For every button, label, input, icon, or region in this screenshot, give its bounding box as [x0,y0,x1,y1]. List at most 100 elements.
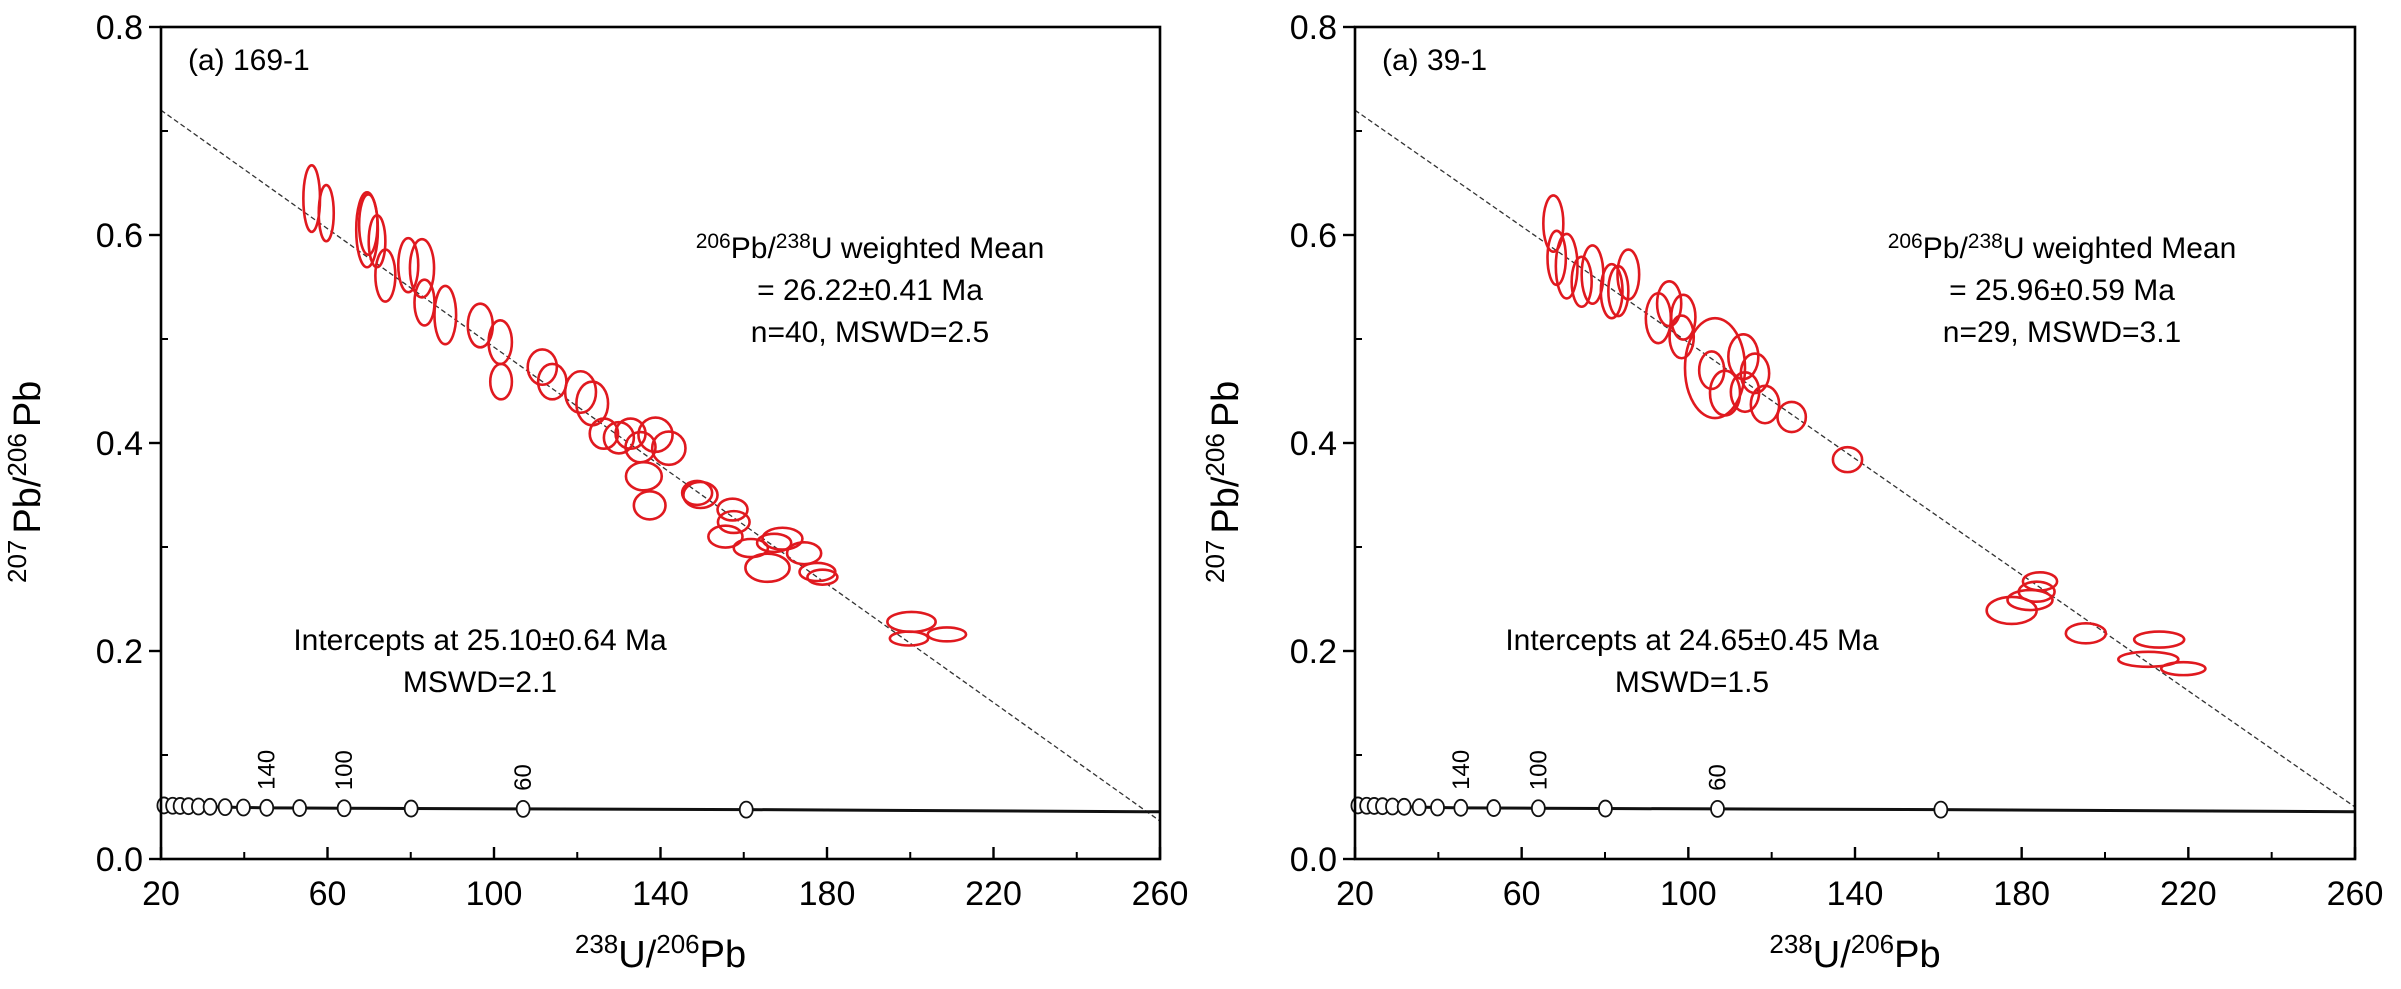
x-tick-label: 60 [1503,875,1541,913]
data-ellipse [1749,384,1781,425]
x-axis-title-base2: Pb [1894,934,1940,976]
concordia-age-label: 60 [510,764,537,791]
y-axis-title: 207 Pb/206 Pb [2,381,49,583]
discordia-line [1354,109,2356,808]
x-tick-label: 180 [1993,875,2050,913]
concordia-age-marker [292,799,308,817]
weighted-mean-annotation: 206Pb/238U weighted Mean = 26.22±0.41 Ma… [696,230,1045,349]
x-tick-label: 140 [1827,875,1884,913]
data-ellipse [716,509,751,535]
x-tick-label: 220 [2160,875,2217,913]
x-tick-label: 260 [1132,875,1189,913]
data-ellipse [1570,255,1593,309]
data-ellipse [650,430,687,467]
weighted-mean-age: = 26.22±0.41 Ma [757,274,983,307]
data-ellipse [637,416,674,454]
concordia-age-marker [236,798,251,817]
data-ellipse [563,369,598,415]
plot-area: 140 100 60 20 60 100 140 180 220 260 0.0 0.2 0.4 0.6 0… [96,9,1189,913]
y-axis-title-sup2: 206 [2,433,32,476]
data-ellipse [1729,370,1761,414]
concordia-age-marker [217,798,233,817]
data-ellipse [2017,580,2056,604]
data-ellipse [707,524,744,549]
x-tick-label: 220 [965,875,1022,913]
intercept-mswd: MSWD=1.5 [1615,666,1769,699]
intercept-age: Intercepts at 24.65±0.45 Ma [1505,624,1879,657]
data-ellipse [1599,262,1624,320]
y-tick-label: 0.6 [96,217,143,255]
data-ellipse [374,248,397,303]
x-tick-label: 180 [799,875,856,913]
x-axis-title-sup2: 206 [1851,929,1894,959]
plot-area: 140 100 60 20 60 100 140 180 220 260 0.0 0.2 0.4 0.6 0… [1290,9,2384,913]
data-ellipse [761,526,804,551]
data-ellipse [2132,630,2186,649]
y-tick-label: 0.2 [1290,633,1337,671]
concordia-age-marker [1530,799,1546,818]
data-ellipse [588,417,620,451]
data-ellipse [1554,232,1579,300]
panel-label: (a) 39-1 [1382,44,1487,77]
y-tick-label: 0.8 [96,9,143,47]
panel-169-1: 207Pb/206Pb 238U/206Pb (a) 169-1 206Pb/2… [2,9,1188,976]
svg-text:207Pb/206Pb: 207 Pb/206 Pb [1200,381,1247,583]
x-axis-title-sup1: 238 [575,929,618,959]
u-weighted-mean-text: U weighted Mean [2003,232,2236,265]
data-ellipse [1708,369,1742,417]
discordia-line [160,109,1161,822]
data-ellipse [1683,316,1747,420]
weighted-mean-annotation: 206Pb/238U weighted Mean = 25.96±0.59 Ma… [1888,230,2237,349]
data-ellipse [357,193,379,257]
data-ellipse [806,568,839,586]
panel-39-1: 207Pb/206Pb 238U/206Pb (a) 39-1 206Pb/23… [1200,9,2383,976]
x-tick-label: 100 [1660,875,1717,913]
concordia-age-label: 100 [331,750,358,790]
weighted-mean-line-1: 206Pb/238U weighted Mean [1888,230,2237,265]
data-ellipse [1776,400,1808,434]
pb-text: Pb/ [1923,232,1969,265]
sup-238: 238 [776,230,811,253]
data-ellipse [302,164,322,234]
concordia-age-marker [1710,799,1725,818]
plot-frame [1353,25,2357,861]
y-tick-label: 0.0 [96,841,143,879]
concordia-age-label: 140 [254,750,281,790]
concordia-age-marker [1396,797,1412,816]
y-axis-title: 207 Pb/206 Pb [1200,381,1247,583]
data-ellipse [1542,194,1565,253]
y-axis-title-sup1: 207 [2,540,32,583]
svg-text:238U/206Pb: 238U/206Pb [575,929,746,976]
data-ellipse [1655,279,1683,328]
x-axis-title-base1: U/ [618,934,656,976]
weighted-mean-line-1: 206Pb/238U weighted Mean [696,230,1045,265]
y-axis-title-sup2: 206 [1200,433,1230,476]
concordia-age-marker [259,798,275,817]
y-axis-title-sup1: 207 [1200,540,1230,583]
weighted-mean-stats: n=40, MSWD=2.5 [751,316,989,349]
data-ellipse [2159,660,2207,677]
concordia-age-marker [1430,798,1445,817]
data-ellipse [526,348,559,387]
y-tick-label: 0.6 [1290,217,1337,255]
data-ellipse [1616,248,1641,301]
pb-text: Pb/ [731,232,777,265]
data-ellipse [755,532,793,554]
weighted-mean-stats: n=29, MSWD=3.1 [1943,316,2181,349]
data-ellipse [716,497,749,522]
data-ellipse [317,183,336,243]
sup-238: 238 [1968,230,2003,253]
x-axis-title-base1: U/ [1813,934,1851,976]
data-ellipse [2021,570,2059,592]
data-ellipse [1831,445,1864,474]
data-ellipse [886,610,937,634]
panel-label: (a) 169-1 [188,44,310,77]
concordia-age-marker [202,797,218,816]
x-axis-title: 238U/206Pb [1769,929,1940,976]
data-ellipse [396,236,420,294]
data-ellipse [624,460,664,492]
intercept-age: Intercepts at 25.10±0.64 Ma [293,624,667,657]
concordia-age-label: 60 [1705,764,1732,791]
concordia-age-marker [403,799,419,818]
